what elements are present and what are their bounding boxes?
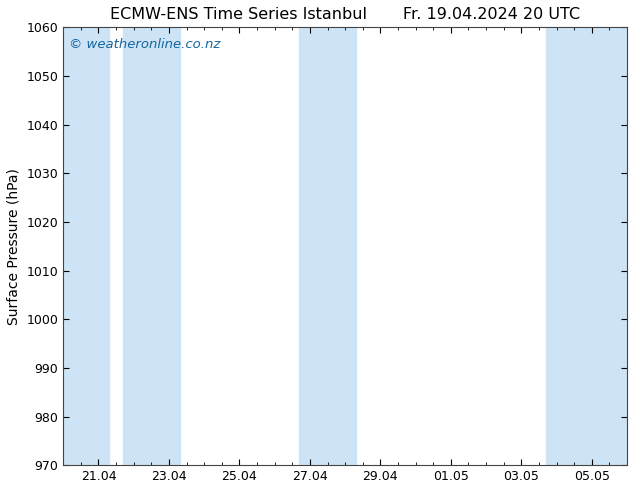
Bar — [299, 27, 328, 465]
Bar — [123, 27, 179, 465]
Bar — [328, 27, 356, 465]
Bar — [546, 27, 627, 465]
Title: ECMW-ENS Time Series Istanbul       Fr. 19.04.2024 20 UTC: ECMW-ENS Time Series Istanbul Fr. 19.04.… — [110, 7, 580, 22]
Text: © weatheronline.co.nz: © weatheronline.co.nz — [69, 38, 220, 51]
Y-axis label: Surface Pressure (hPa): Surface Pressure (hPa) — [7, 168, 21, 325]
Bar — [63, 27, 109, 465]
